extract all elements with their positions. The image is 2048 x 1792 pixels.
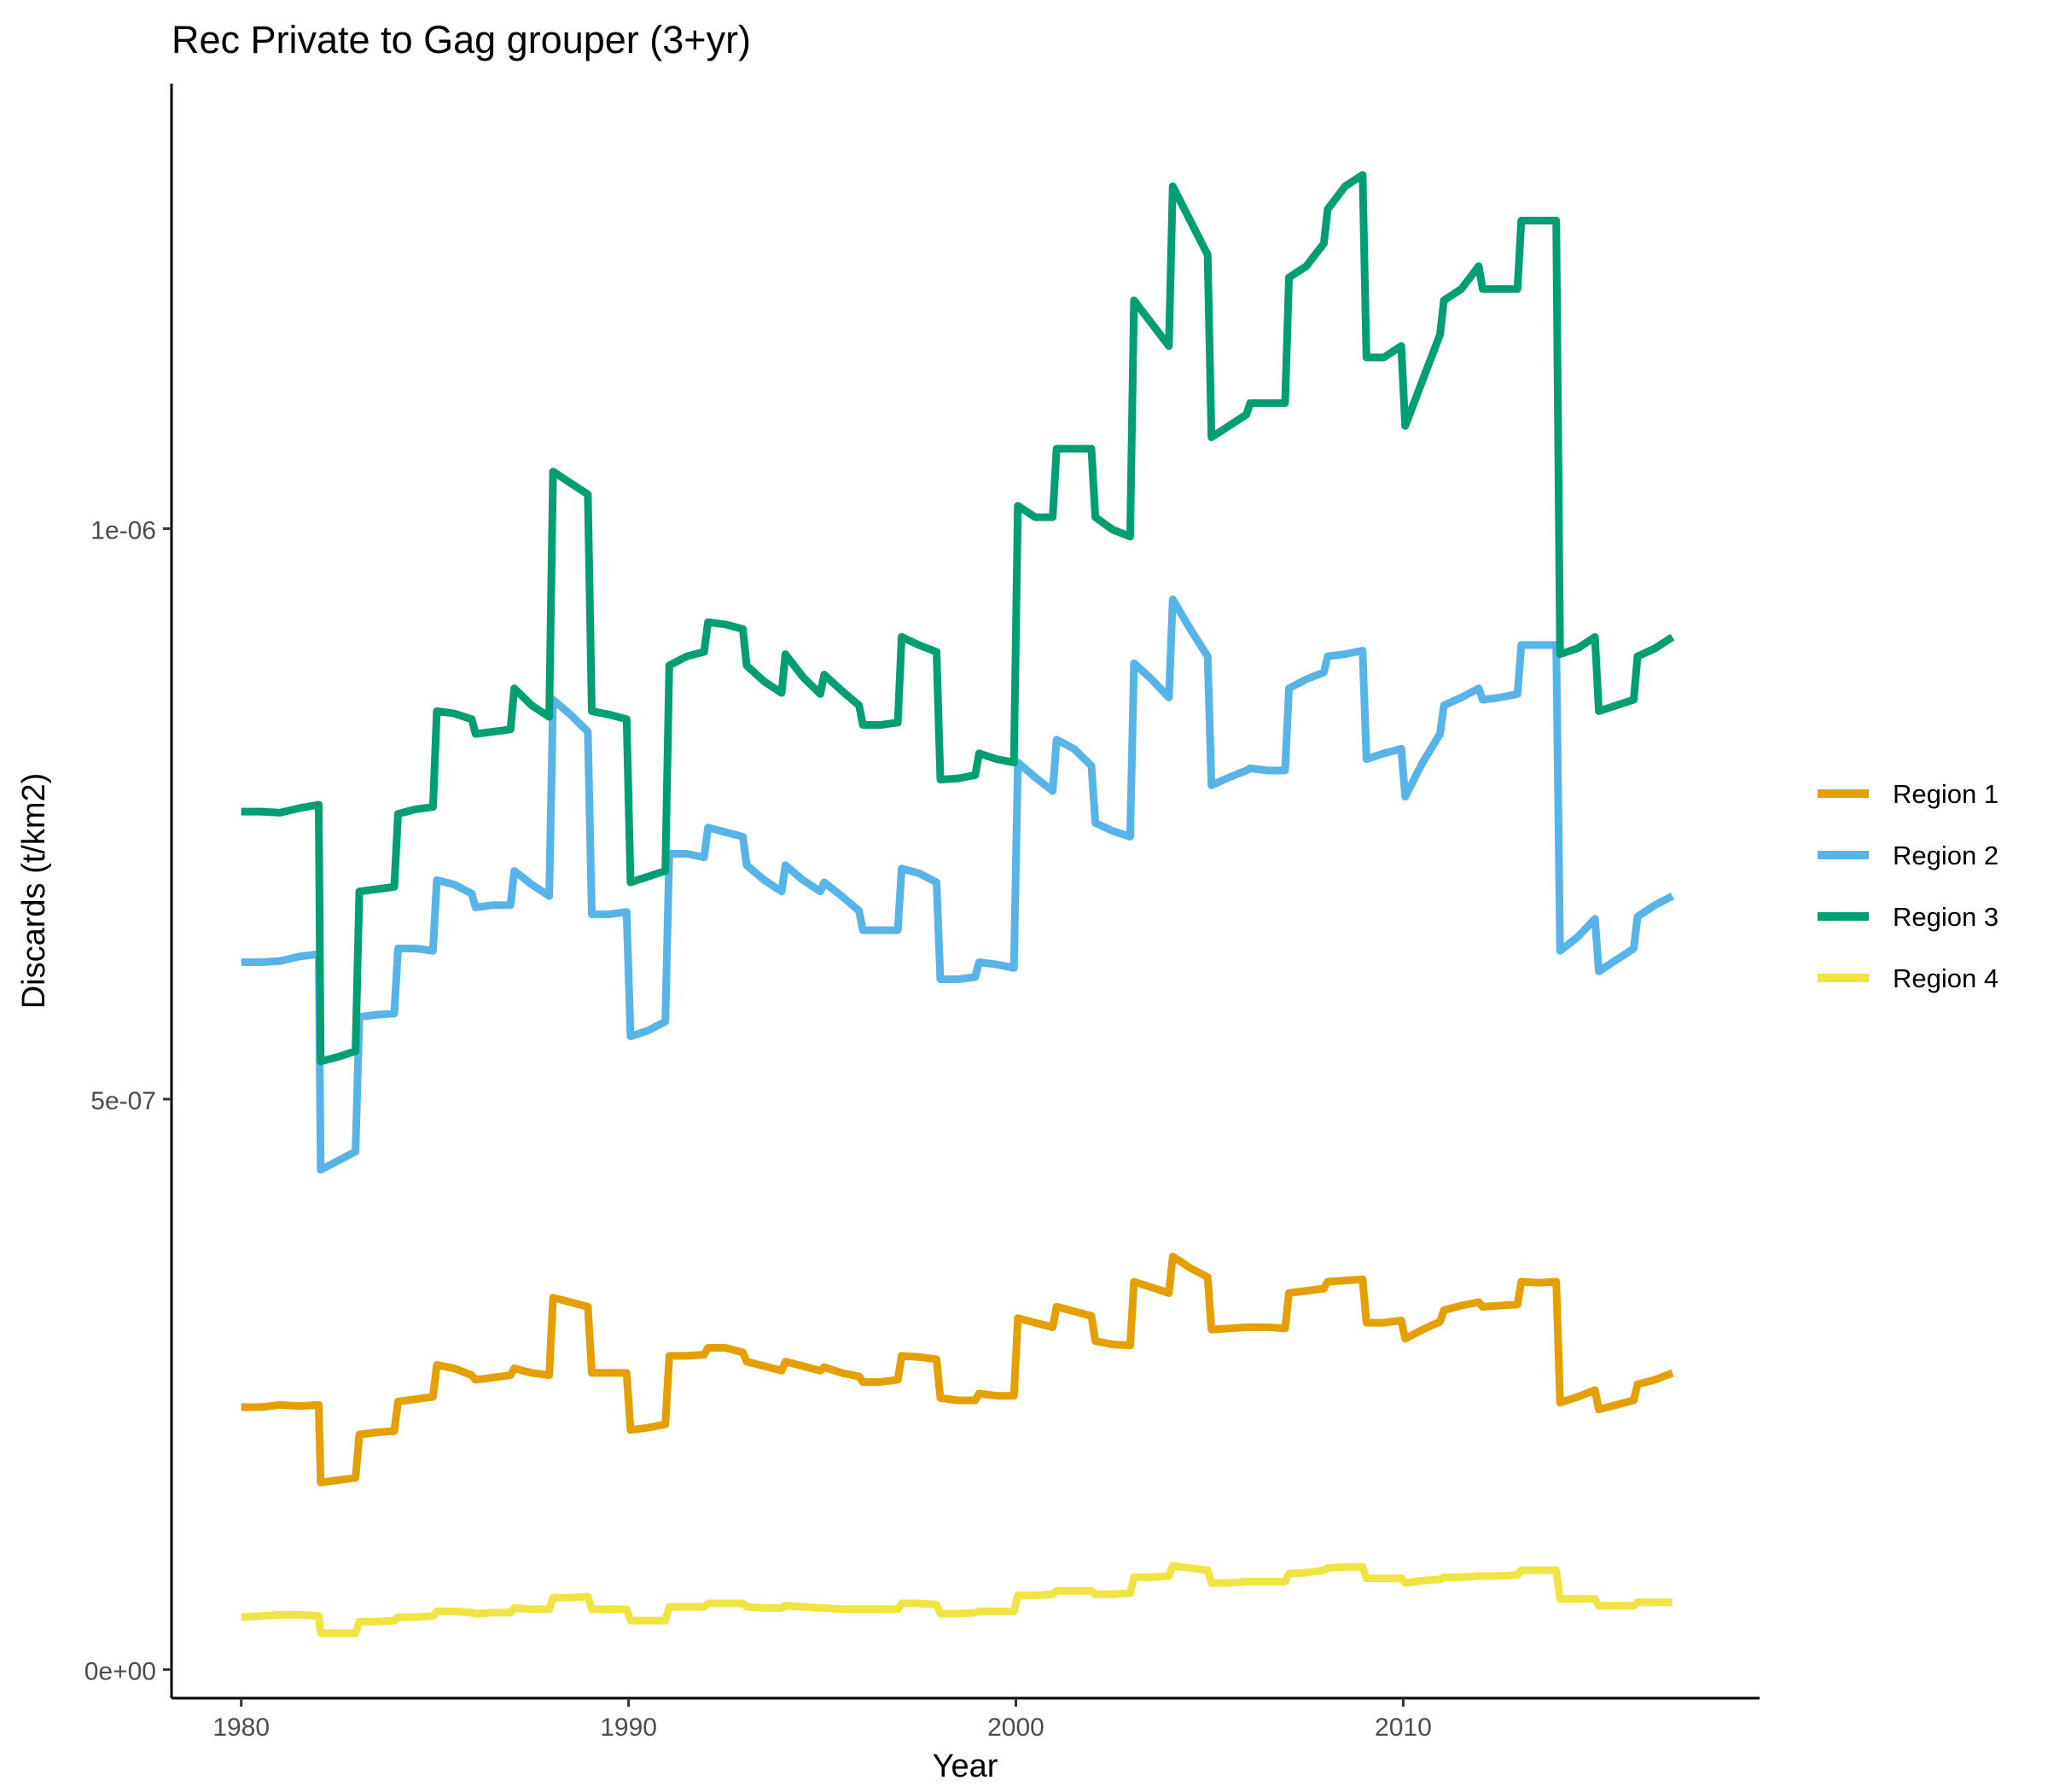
legend-label-region-3: Region 3 <box>1893 902 1999 932</box>
x-tick-label: 1980 <box>212 1713 270 1742</box>
legend: Region 1 Region 2 Region 3 Region 4 <box>1818 779 1999 993</box>
x-axis-label: Year <box>933 1748 998 1784</box>
x-tick-label: 2000 <box>987 1713 1044 1742</box>
y-tick-label: 0e+00 <box>84 1658 156 1686</box>
x-axis-ticks: 1980 1990 2000 2010 <box>212 1698 1432 1742</box>
series-line-region-4 <box>241 1562 1673 1638</box>
x-tick-label: 2010 <box>1375 1713 1432 1742</box>
legend-label-region-4: Region 4 <box>1893 963 1999 993</box>
y-axis-ticks: 0e+00 5e-07 1e-06 <box>84 516 172 1686</box>
x-tick-label: 1990 <box>600 1713 657 1742</box>
series-line-region-1 <box>241 1253 1674 1487</box>
y-axis-label: Discards (t/km2) <box>16 773 52 1009</box>
y-tick-label: 1e-06 <box>90 516 156 544</box>
legend-label-region-2: Region 2 <box>1893 841 1999 870</box>
legend-label-region-1: Region 1 <box>1893 779 1999 809</box>
y-tick-label: 5e-07 <box>90 1087 156 1115</box>
series-layer <box>241 171 1675 1638</box>
series-line-region-2 <box>241 595 1674 1174</box>
series-line-region-3 <box>241 171 1675 1066</box>
chart-title: Rec Private to Gag grouper (3+yr) <box>172 18 751 61</box>
